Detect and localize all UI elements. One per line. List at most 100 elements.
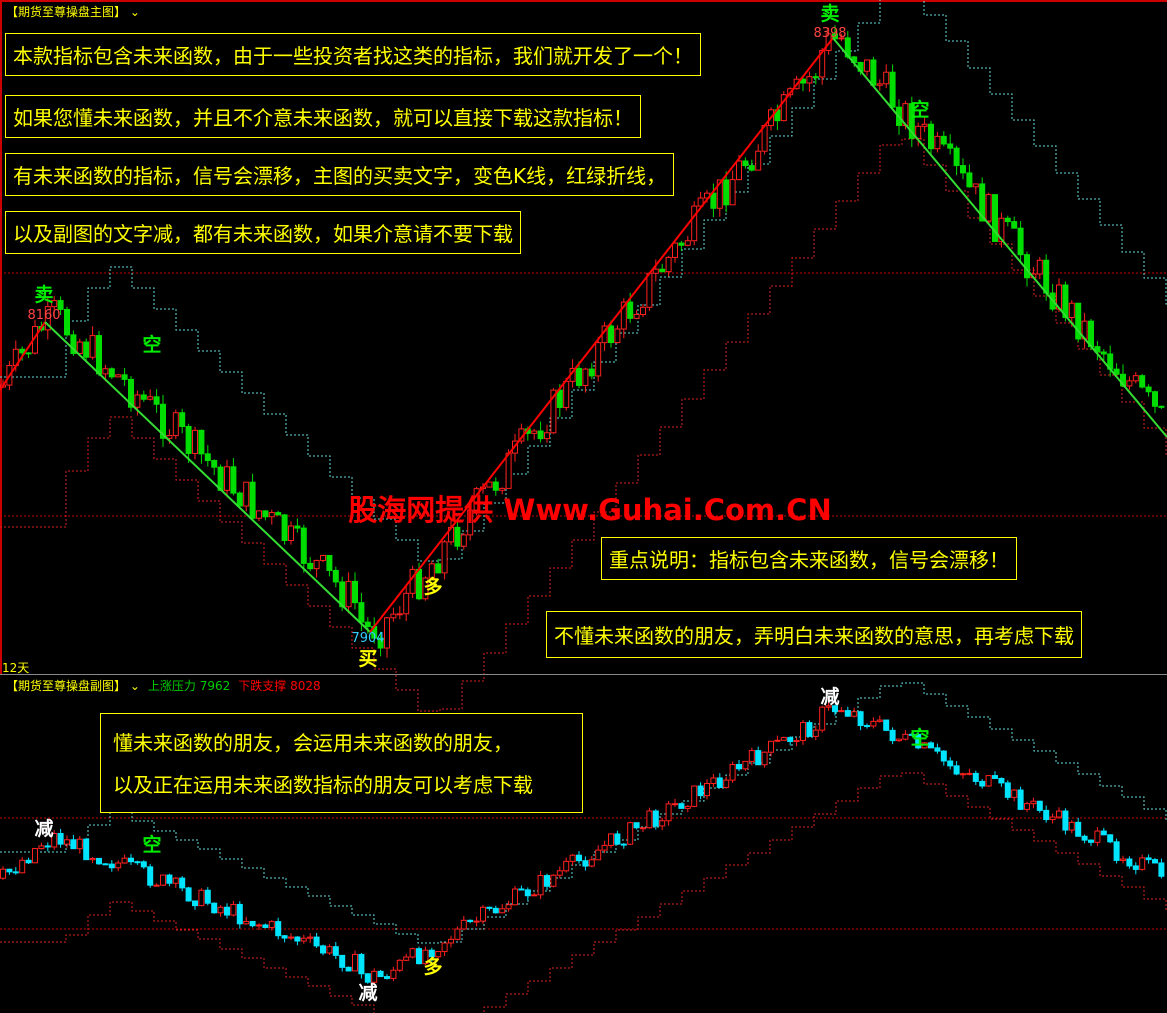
sub-chart-header[interactable]: 【期货至尊操盘副图】 ⌄ 上涨压力 7962 下跌支撑 8028 xyxy=(6,677,321,694)
candle-down xyxy=(940,750,947,762)
candle-down xyxy=(947,760,954,767)
buy-signal-label: 买 xyxy=(358,648,378,670)
candle-up xyxy=(640,827,646,830)
candle-up xyxy=(998,217,1005,242)
candle-down xyxy=(320,945,326,954)
sub-note-box: 懂未来函数的朋友，会运用未来函数的朋友， 以及正在运用未来函数指标的朋友可以考虑下… xyxy=(100,713,583,813)
candle-up xyxy=(640,306,646,316)
candle-up xyxy=(1049,816,1056,821)
candle-down xyxy=(230,466,237,494)
candle-down xyxy=(518,888,525,891)
candle-up xyxy=(729,763,736,781)
candle-down xyxy=(806,722,813,737)
candle-up xyxy=(966,772,973,775)
candle-down xyxy=(358,953,365,975)
candle-up xyxy=(921,742,928,749)
candle-down xyxy=(211,460,218,468)
candle-down xyxy=(83,838,90,861)
candle-up xyxy=(288,525,294,542)
candle-down xyxy=(844,710,851,717)
reduce-label: 减 xyxy=(34,818,54,840)
note-box: 以及副图的文字减，都有未来函数，如果介意请不要下载 xyxy=(5,211,521,254)
candle-up xyxy=(627,822,634,845)
candle-down xyxy=(678,242,685,246)
long-label: 多 xyxy=(423,576,443,598)
candle-up xyxy=(985,775,992,787)
candle-up xyxy=(550,874,557,887)
candle-up xyxy=(396,959,403,971)
main-chart-header[interactable]: 【期货至尊操盘主图】 ⌄ xyxy=(6,3,140,20)
candle-up xyxy=(601,844,608,851)
candle-down xyxy=(1113,841,1120,861)
candle-up xyxy=(876,719,883,722)
candle-up xyxy=(64,839,70,845)
candle-up xyxy=(499,908,506,914)
candle-down xyxy=(1100,830,1107,836)
candle-down xyxy=(134,861,141,864)
candle-up xyxy=(268,512,275,518)
candle-down xyxy=(832,705,838,713)
candle-up xyxy=(256,924,262,927)
reduce-label: 减 xyxy=(820,686,840,708)
candle-up xyxy=(684,240,691,246)
zigzag-line xyxy=(832,37,1167,438)
candle-up xyxy=(172,412,179,437)
candle-up xyxy=(960,773,966,776)
candle-down xyxy=(678,803,685,809)
candle-down xyxy=(588,368,595,377)
candle-down xyxy=(940,135,947,145)
candle-down xyxy=(889,71,896,108)
support-line xyxy=(0,138,1167,712)
candle-up xyxy=(710,777,717,784)
candle-down xyxy=(70,334,77,355)
candle-up xyxy=(44,306,51,331)
sell-signal-price: 8160 xyxy=(27,308,61,323)
candle-down xyxy=(249,920,256,927)
candle-up xyxy=(396,613,403,616)
candle-up xyxy=(742,760,749,770)
candle-down xyxy=(140,861,147,868)
candle-up xyxy=(697,197,704,207)
candle-up xyxy=(595,849,602,861)
candle-down xyxy=(1062,810,1069,831)
candle-down xyxy=(128,857,134,863)
candle-down xyxy=(345,966,352,972)
candle-up xyxy=(652,268,659,274)
note-box: 不懂未来函数的朋友，弄明白未来函数的意思，再考虑下载 xyxy=(546,611,1082,658)
candle-up xyxy=(672,242,678,258)
candle-up xyxy=(422,949,429,965)
candle-down xyxy=(908,103,915,139)
candle-up xyxy=(51,833,58,848)
candle-down xyxy=(326,554,333,571)
candle-up xyxy=(838,37,845,40)
candle-up xyxy=(556,870,563,876)
candle-up xyxy=(659,820,666,827)
candle-up xyxy=(563,380,570,408)
candle-down xyxy=(998,777,1005,784)
candle-down xyxy=(96,857,102,865)
candle-down xyxy=(121,374,128,380)
candle-up xyxy=(89,335,96,358)
pane-divider[interactable] xyxy=(0,674,1167,675)
candle-up xyxy=(620,301,627,330)
candle-down xyxy=(294,525,301,529)
candle-down xyxy=(454,526,461,547)
chevron-down-icon[interactable]: ⌄ xyxy=(129,679,140,693)
candle-up xyxy=(102,368,109,375)
candle-down xyxy=(185,887,192,902)
candle-down xyxy=(614,833,621,845)
candle-up xyxy=(723,779,730,788)
candle-down xyxy=(582,860,589,867)
candle-up xyxy=(403,956,410,961)
candle-up xyxy=(729,179,736,206)
candle-down xyxy=(198,429,205,455)
candle-up xyxy=(921,123,928,127)
candle-down xyxy=(1088,839,1094,843)
candle-up xyxy=(1011,789,1018,798)
candle-down xyxy=(83,341,90,358)
note-line: 懂未来函数的朋友，会运用未来函数的朋友， xyxy=(113,731,513,755)
chevron-down-icon[interactable]: ⌄ xyxy=(129,5,140,19)
candle-down xyxy=(1075,821,1082,837)
candle-up xyxy=(134,394,141,408)
